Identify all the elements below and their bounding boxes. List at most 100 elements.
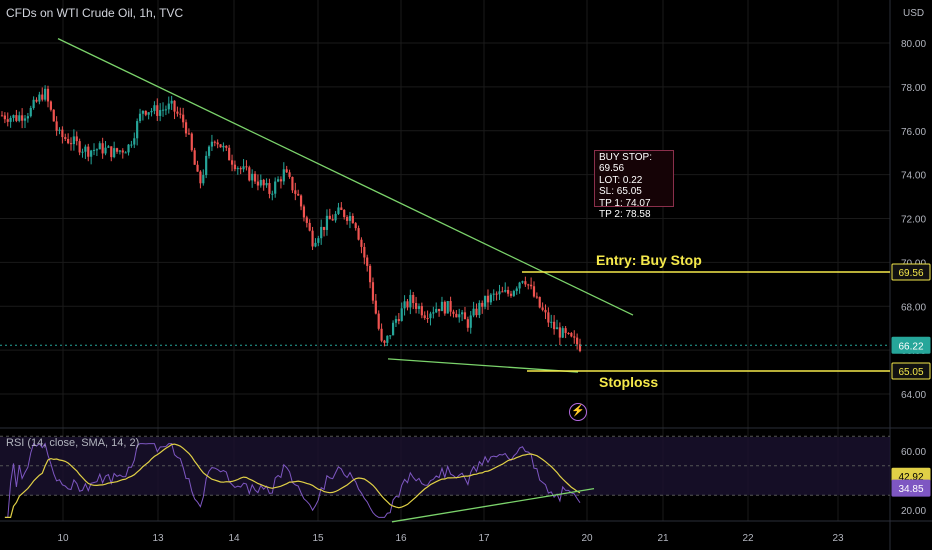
candle-body	[187, 133, 191, 135]
time-tick-label: 10	[57, 533, 69, 544]
candle-body	[179, 113, 182, 115]
candle-body	[265, 183, 268, 186]
candle-body	[489, 294, 492, 303]
candle-body	[225, 145, 228, 148]
candle-body	[386, 335, 389, 343]
candle-body	[576, 337, 579, 345]
candle-body	[446, 301, 449, 314]
candle-body	[400, 308, 403, 321]
candle-body	[268, 183, 271, 194]
candle-body	[41, 94, 44, 100]
candle-body	[26, 116, 29, 119]
price-tick-label: 68.00	[901, 302, 926, 313]
candle-body	[251, 173, 254, 181]
stoploss-annotation: Stoploss	[599, 374, 659, 390]
candle-body	[311, 230, 314, 247]
lightning-icon[interactable]: ⚡	[569, 403, 587, 421]
rsi-value-tag: 42.92	[898, 472, 923, 483]
time-tick-label: 21	[657, 533, 669, 544]
candle-body	[193, 150, 196, 165]
candle-body	[389, 335, 392, 337]
candle-body	[481, 302, 484, 307]
rsi-trendline	[391, 487, 595, 523]
candle-body	[403, 301, 406, 309]
candle-body	[202, 175, 205, 184]
candle-body	[570, 333, 573, 337]
candle-body	[84, 146, 87, 152]
candle-body	[348, 215, 352, 221]
candle-body	[291, 176, 294, 191]
time-tick-label: 23	[832, 533, 844, 544]
candle-body	[440, 301, 444, 312]
candle-body	[463, 312, 467, 320]
candle-body	[420, 306, 423, 316]
candle-body	[443, 301, 446, 314]
candle-body	[124, 152, 127, 154]
candle-body	[426, 318, 429, 320]
candle-body	[271, 193, 274, 195]
candle-body	[44, 88, 47, 100]
candle-body	[9, 117, 12, 122]
candle-body	[314, 242, 317, 247]
candle-body	[578, 344, 582, 352]
candle-body	[23, 118, 27, 121]
trade-box-line: TP 1: 74.07	[599, 197, 651, 209]
trade-box-line: SL: 65.05	[599, 186, 642, 198]
candle-body	[207, 146, 211, 156]
time-tick-label: 22	[742, 533, 754, 544]
candle-body	[136, 121, 139, 139]
candle-body	[374, 300, 377, 314]
candle-body	[104, 147, 107, 154]
candle-body	[130, 144, 133, 146]
candle-body	[544, 309, 547, 313]
candle-body	[558, 327, 561, 338]
candle-body	[161, 109, 165, 111]
rsi-sma-line	[4, 443, 581, 519]
candle-body	[107, 146, 110, 148]
candle-body	[144, 110, 147, 115]
entry-annotation: Entry: Buy Stop	[596, 252, 702, 268]
candle-body	[509, 293, 513, 296]
candle-body	[325, 215, 329, 230]
candle-body	[354, 223, 357, 229]
candle-body	[184, 122, 188, 134]
candle-body	[90, 150, 93, 157]
candle-body	[279, 179, 283, 182]
candle-body	[18, 115, 21, 121]
candle-body	[340, 207, 343, 210]
candle-body	[167, 103, 170, 110]
candle-body	[236, 168, 239, 170]
candle-body	[58, 129, 61, 131]
candle-body	[469, 315, 472, 328]
candle-body	[423, 315, 426, 319]
candle-body	[222, 145, 225, 148]
price-tick-label: 80.00	[901, 39, 926, 50]
candle-body	[380, 328, 383, 341]
candle-body	[486, 295, 490, 303]
candle-body	[561, 328, 564, 338]
time-tick-label: 13	[152, 533, 164, 544]
candle-body	[484, 295, 487, 307]
last-price-tag-bg	[891, 336, 931, 354]
candle-body	[524, 281, 527, 285]
entry-price-tag: 69.56	[898, 268, 923, 279]
candle-body	[55, 121, 58, 131]
candle-body	[317, 238, 320, 243]
candle-body	[159, 110, 162, 116]
candle-body	[322, 226, 326, 230]
trade-box: BUY STOP: 69.56 LOT: 0.22 SL: 65.05 TP 1…	[594, 150, 674, 220]
candle-body	[245, 166, 248, 168]
candle-body	[67, 138, 70, 144]
entry-price-tag-bg	[891, 263, 931, 281]
candle-body	[297, 193, 300, 196]
candle-body	[170, 100, 173, 104]
candle-body	[366, 257, 369, 266]
candle-body	[242, 166, 245, 170]
candle-body	[294, 190, 297, 194]
support-trendline	[387, 358, 579, 373]
stop-price-tag-bg	[891, 362, 931, 380]
candle-body	[555, 327, 559, 330]
candle-body	[507, 289, 510, 294]
candle-body	[564, 328, 567, 333]
